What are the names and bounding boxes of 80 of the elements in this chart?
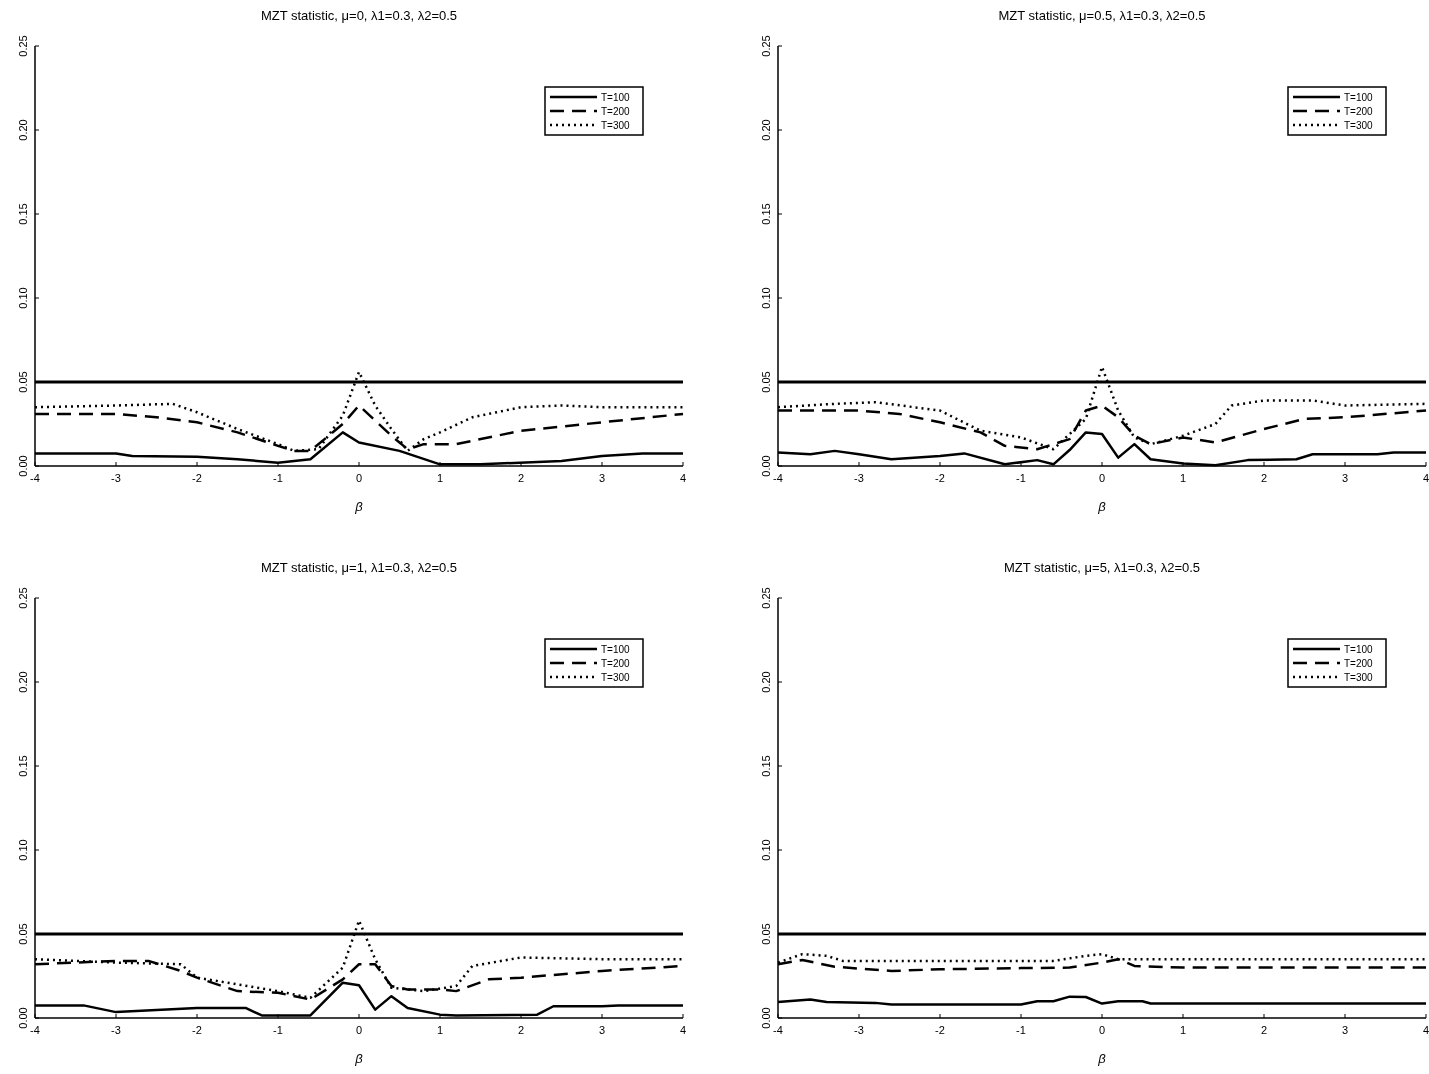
y-tick-label: 0.15: [17, 755, 29, 777]
legend-label: T=300: [601, 120, 631, 131]
x-tick-label: 2: [1260, 1024, 1268, 1036]
chart-title: MZT statistic, μ=5, λ1=0.3, λ2=0.5: [1003, 560, 1201, 575]
x-tick-label: -2: [935, 472, 945, 484]
x-tick-label: 2: [1260, 472, 1268, 484]
x-tick-label: 0: [355, 1024, 363, 1036]
legend-label: T=100: [601, 644, 631, 655]
y-tick-label: 0.00: [17, 455, 29, 477]
x-axis-title: β: [354, 1051, 364, 1066]
y-tick-label: 0.20: [17, 671, 29, 693]
x-tick-label: -2: [192, 1024, 202, 1036]
y-tick-label: 0.05: [760, 923, 772, 945]
y-tick-label: 0.00: [17, 1007, 29, 1029]
legend-label: T=300: [1344, 672, 1374, 683]
x-tick-label: -3: [854, 1024, 864, 1036]
y-tick-label: 0.15: [17, 203, 29, 225]
legend-label: T=100: [1344, 92, 1374, 103]
legend-label: T=300: [1344, 120, 1374, 131]
x-tick-label: 1: [1179, 1024, 1187, 1036]
x-tick-label: -3: [111, 472, 121, 484]
x-tick-label: 0: [355, 472, 363, 484]
chart-title: MZT statistic, μ=1, λ1=0.3, λ2=0.5: [260, 560, 458, 575]
y-tick-label: 0.25: [760, 35, 772, 57]
x-tick-label: 2: [517, 1024, 525, 1036]
x-tick-label: 1: [436, 472, 444, 484]
x-tick-label: 4: [1422, 472, 1429, 484]
x-tick-label: -1: [1016, 1024, 1026, 1036]
legend-label: T=200: [1344, 658, 1374, 669]
x-axis-title: β: [1097, 1051, 1107, 1066]
x-tick-label: -4: [30, 1024, 40, 1036]
legend-label: T=100: [601, 92, 631, 103]
x-tick-label: 3: [1341, 472, 1349, 484]
legend-label: T=200: [601, 106, 631, 117]
y-tick-label: 0.00: [760, 455, 772, 477]
x-tick-label: -1: [273, 1024, 283, 1036]
y-tick-label: 0.20: [760, 671, 772, 693]
x-tick-label: -3: [854, 472, 864, 484]
x-tick-label: 0: [1098, 1024, 1106, 1036]
y-tick-label: 0.10: [760, 287, 772, 309]
x-tick-label: 2: [517, 472, 525, 484]
x-tick-label: -1: [1016, 472, 1026, 484]
x-tick-label: -2: [192, 472, 202, 484]
x-axis-title: β: [354, 499, 364, 514]
y-tick-label: 0.05: [17, 371, 29, 393]
y-tick-label: 0.10: [760, 839, 772, 861]
chart-title: MZT statistic, μ=0.5, λ1=0.3, λ2=0.5: [998, 8, 1206, 23]
x-tick-label: 1: [1179, 472, 1187, 484]
legend-label: T=200: [1344, 106, 1374, 117]
x-tick-label: 1: [436, 1024, 444, 1036]
y-tick-label: 0.00: [760, 1007, 772, 1029]
y-tick-label: 0.05: [760, 371, 772, 393]
x-tick-label: 3: [598, 1024, 606, 1036]
legend-label: T=200: [601, 658, 631, 669]
chart-title: MZT statistic, μ=0, λ1=0.3, λ2=0.5: [260, 8, 458, 23]
x-tick-label: -1: [273, 472, 283, 484]
y-tick-label: 0.15: [760, 203, 772, 225]
legend-label: T=100: [1344, 644, 1374, 655]
y-tick-label: 0.25: [17, 587, 29, 609]
x-tick-label: -3: [111, 1024, 121, 1036]
x-axis-title: β: [1097, 499, 1107, 514]
x-tick-label: -4: [30, 472, 40, 484]
x-tick-label: -4: [773, 1024, 783, 1036]
x-tick-label: 4: [679, 472, 687, 484]
y-tick-label: 0.25: [760, 587, 772, 609]
y-tick-label: 0.25: [17, 35, 29, 57]
y-tick-label: 0.10: [17, 839, 29, 861]
x-tick-label: -4: [773, 472, 783, 484]
x-tick-label: -2: [935, 1024, 945, 1036]
y-tick-label: 0.15: [760, 755, 772, 777]
x-tick-label: 0: [1098, 472, 1106, 484]
y-tick-label: 0.20: [760, 119, 772, 141]
x-tick-label: 4: [679, 1024, 687, 1036]
y-tick-label: 0.20: [17, 119, 29, 141]
y-tick-label: 0.05: [17, 923, 29, 945]
x-tick-label: 4: [1422, 1024, 1429, 1036]
legend-label: T=300: [601, 672, 631, 683]
x-tick-label: 3: [1341, 1024, 1349, 1036]
y-tick-label: 0.10: [17, 287, 29, 309]
x-tick-label: 3: [598, 472, 606, 484]
